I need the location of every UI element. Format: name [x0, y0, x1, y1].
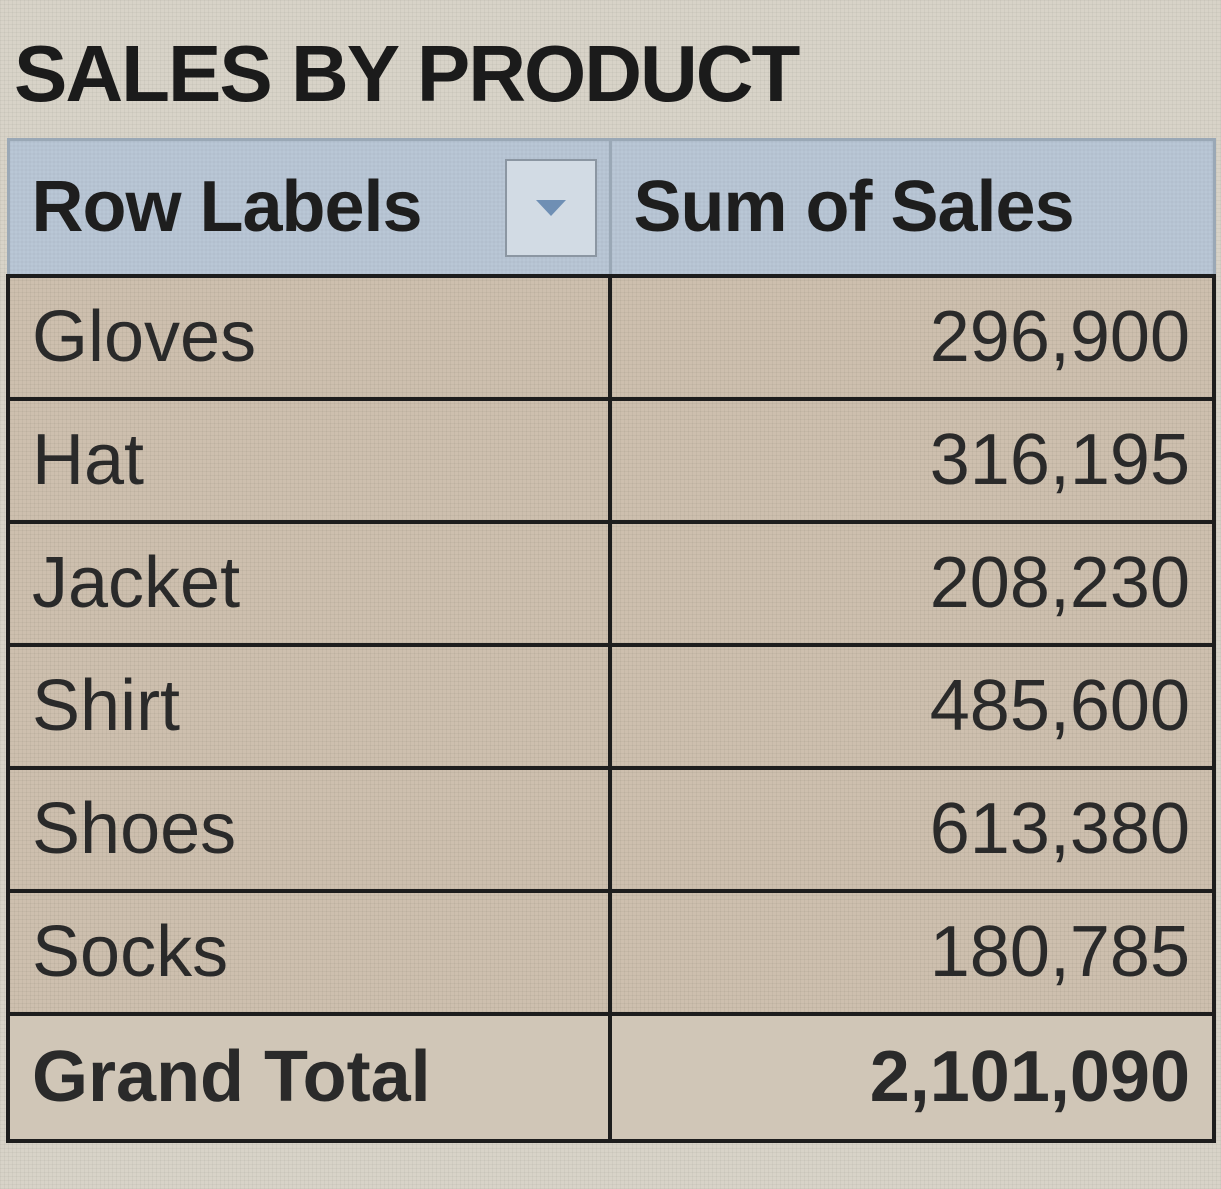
- row-label-cell[interactable]: Gloves: [6, 273, 612, 401]
- row-label-cell[interactable]: Socks: [6, 888, 612, 1016]
- grand-total-row: Grand Total 2,101,090: [6, 1011, 1216, 1143]
- row-labels-filter-button[interactable]: [504, 159, 597, 257]
- pivot-header-row: Row Labels Sum of Sales: [6, 138, 1216, 278]
- table-row: Hat 316,195: [6, 396, 1216, 524]
- table-row: Gloves 296,900: [6, 273, 1216, 401]
- sum-of-sales-header-text: Sum of Sales: [633, 167, 1075, 248]
- row-labels-header-text: Row Labels: [31, 167, 423, 248]
- table-row: Jacket 208,230: [6, 519, 1216, 647]
- row-label-cell[interactable]: Shirt: [6, 642, 612, 770]
- table-row: Shoes 613,380: [6, 765, 1216, 893]
- sales-value-cell[interactable]: 180,785: [608, 888, 1216, 1016]
- grand-total-label-cell[interactable]: Grand Total: [6, 1011, 612, 1143]
- pivot-table: Row Labels Sum of Sales Gloves 296,900: [6, 138, 1216, 1143]
- sales-value-cell[interactable]: 613,380: [608, 765, 1216, 893]
- row-label-cell[interactable]: Jacket: [6, 519, 612, 647]
- sales-value-cell[interactable]: 296,900: [608, 273, 1216, 401]
- sales-value-cell[interactable]: 485,600: [608, 642, 1216, 770]
- sales-value-cell[interactable]: 316,195: [608, 396, 1216, 524]
- table-row: Socks 180,785: [6, 888, 1216, 1016]
- row-label-cell[interactable]: Shoes: [6, 765, 612, 893]
- sum-of-sales-header[interactable]: Sum of Sales: [608, 138, 1216, 278]
- pivot-title: SALES BY PRODUCT: [14, 29, 800, 118]
- row-labels-header[interactable]: Row Labels: [6, 138, 612, 278]
- dropdown-arrow-icon: [535, 200, 566, 216]
- grand-total-value-cell[interactable]: 2,101,090: [608, 1011, 1216, 1143]
- table-row: Shirt 485,600: [6, 642, 1216, 770]
- row-label-cell[interactable]: Hat: [6, 396, 612, 524]
- sales-value-cell[interactable]: 208,230: [608, 519, 1216, 647]
